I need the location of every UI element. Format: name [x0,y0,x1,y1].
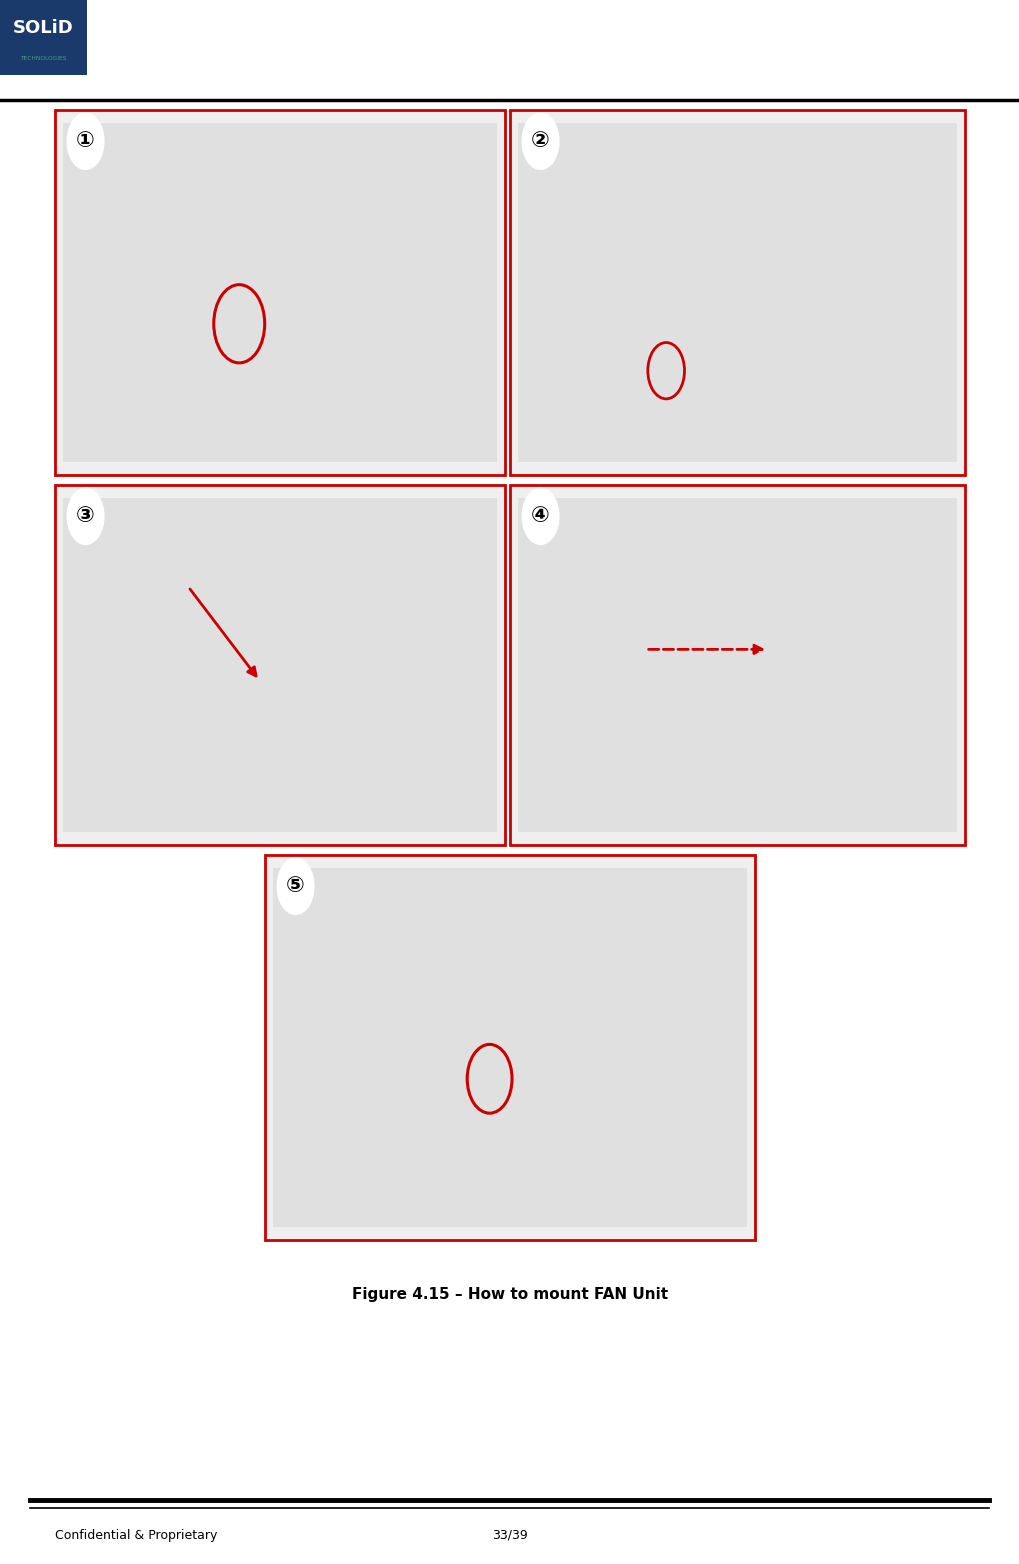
FancyBboxPatch shape [265,856,755,1240]
Text: TECHNOLOGIES: TECHNOLOGIES [19,55,66,61]
FancyBboxPatch shape [63,122,497,463]
Circle shape [67,488,104,544]
Text: ③: ③ [76,507,95,526]
Circle shape [67,113,104,169]
FancyBboxPatch shape [273,868,747,1228]
Text: Figure 4.15 – How to mount FAN Unit: Figure 4.15 – How to mount FAN Unit [352,1287,668,1303]
FancyBboxPatch shape [0,0,87,75]
Text: ②: ② [531,131,550,152]
Text: ④: ④ [531,507,550,526]
Text: ①: ① [76,131,95,152]
FancyBboxPatch shape [510,485,965,845]
FancyBboxPatch shape [510,109,965,475]
FancyBboxPatch shape [63,497,497,832]
Circle shape [522,113,558,169]
Text: ⑤: ⑤ [286,876,305,896]
FancyBboxPatch shape [55,109,505,475]
Text: SOLiD: SOLiD [12,19,73,38]
FancyBboxPatch shape [55,485,505,845]
Text: 33/39: 33/39 [492,1528,528,1542]
Circle shape [522,488,558,544]
FancyBboxPatch shape [518,497,957,832]
Text: Confidential & Proprietary: Confidential & Proprietary [55,1528,217,1542]
FancyBboxPatch shape [518,122,957,463]
Circle shape [277,859,314,915]
